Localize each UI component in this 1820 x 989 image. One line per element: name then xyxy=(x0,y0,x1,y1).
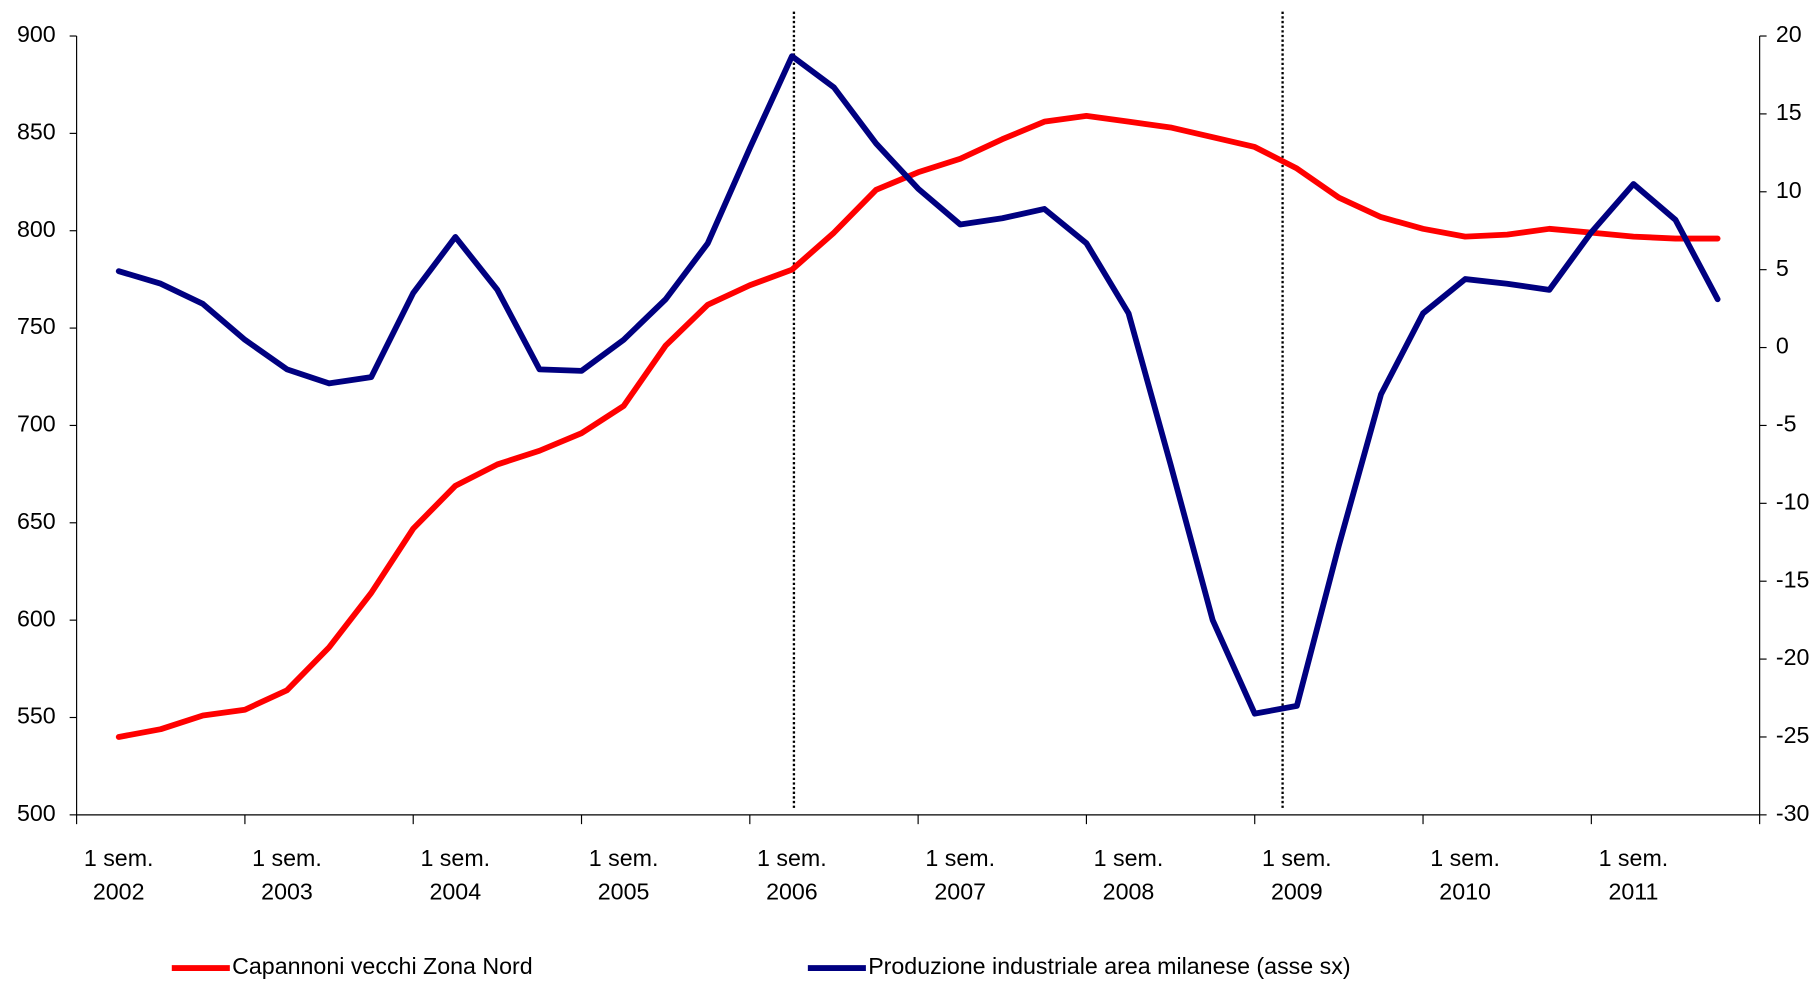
y2-tick-label: -25 xyxy=(1776,722,1810,748)
x-tick-label: 1 sem. 2006 xyxy=(757,846,827,906)
x-tick-label: 1 sem. 2005 xyxy=(588,846,659,906)
x-tick-label: 1 sem. 2010 xyxy=(1430,846,1500,906)
x-tick-label-box: 1 sem. 2008 xyxy=(1093,846,1164,906)
y2-tick-label: 10 xyxy=(1776,177,1802,203)
x-tick-label: 1 sem. 2007 xyxy=(925,846,996,906)
legend-label: Produzione industriale area milanese (as… xyxy=(868,953,1350,979)
x-tick-label-box: 1 sem. 2010 xyxy=(1430,846,1500,906)
y2-tick-label: -15 xyxy=(1776,566,1810,592)
y-tick-label: 750 xyxy=(17,313,56,339)
y2-tick-label: -5 xyxy=(1776,411,1797,437)
x-tick-label: 1 sem. 2009 xyxy=(1261,846,1332,906)
y2-tick-label: -20 xyxy=(1776,644,1810,670)
x-tick-label-box: 1 sem. 2009 xyxy=(1261,846,1332,906)
y-tick-label: 800 xyxy=(17,216,56,242)
y2-tick-label: -10 xyxy=(1776,488,1810,514)
y2-tick-label: 5 xyxy=(1776,255,1789,281)
y-tick-label: 550 xyxy=(17,703,56,729)
x-tick-label: 1 sem. 2003 xyxy=(252,846,322,906)
y-tick-label: 600 xyxy=(17,605,56,631)
y-tick-label: 850 xyxy=(17,118,56,144)
x-tick-label: 1 sem. 2008 xyxy=(1093,846,1164,906)
x-tick-label-box: 1 sem. 2004 xyxy=(420,846,491,906)
y-tick-label: 900 xyxy=(17,21,56,47)
y-tick-label: 650 xyxy=(17,508,56,534)
y-tick-label: 700 xyxy=(17,411,56,437)
y2-tick-label: 15 xyxy=(1776,99,1802,125)
y-tick-label: 500 xyxy=(17,800,56,826)
x-tick-label-box: 1 sem. 2002 xyxy=(83,846,154,906)
series-line xyxy=(115,112,1721,740)
x-tick-label-box: 1 sem. 2006 xyxy=(757,846,827,906)
x-tick-label-box: 1 sem. 2005 xyxy=(588,846,659,906)
x-tick-label-box: 1 sem. 2007 xyxy=(925,846,996,906)
x-tick-label-box: 1 sem. 2011 xyxy=(1598,846,1669,906)
y2-tick-label: -30 xyxy=(1776,800,1810,826)
x-tick-label: 1 sem. 2004 xyxy=(420,846,491,906)
series-line xyxy=(115,53,1721,717)
y2-tick-label: 20 xyxy=(1776,21,1802,47)
x-tick-label-box: 1 sem. 2003 xyxy=(252,846,322,906)
legend-label: Capannoni vecchi Zona Nord xyxy=(232,953,533,979)
y2-tick-label: 0 xyxy=(1776,333,1789,359)
x-tick-label: 1 sem. 2002 xyxy=(83,846,154,906)
x-tick-label: 1 sem. 2011 xyxy=(1598,846,1669,906)
